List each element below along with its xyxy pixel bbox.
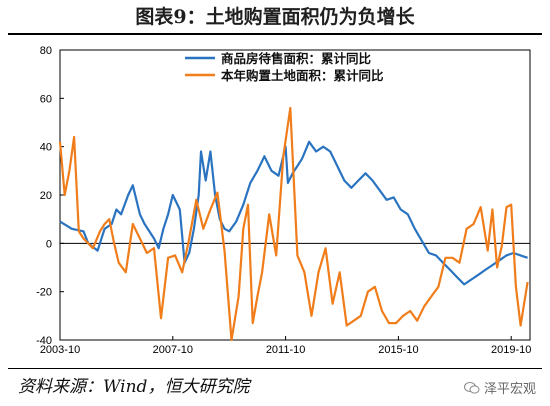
title-divider <box>8 33 542 35</box>
y-tick-label: 20 <box>40 190 52 202</box>
y-tick-label: -40 <box>36 335 52 347</box>
y-tick-label: 80 <box>40 45 52 57</box>
x-tick-label: 2007-10 <box>153 344 193 356</box>
source-note: 资料来源：Wind，恒大研究院 <box>18 377 250 397</box>
x-tick-label: 2019-10 <box>491 344 531 356</box>
series-line-2 <box>58 106 529 342</box>
y-tick-label: 60 <box>40 93 52 105</box>
footer-divider <box>8 368 542 369</box>
legend-label-2: 本年购置土地面积：累计同比 <box>221 68 384 83</box>
wechat-icon <box>463 381 480 394</box>
x-tick-label: 2011-10 <box>266 344 306 356</box>
y-tick-label: 40 <box>40 142 52 154</box>
x-tick-label: 2015-10 <box>378 344 418 356</box>
watermark: 泽平宏观 <box>463 378 536 397</box>
chart-lines <box>58 106 529 342</box>
chart-title: 图表9：土地购置面积仍为负增长 <box>135 6 415 28</box>
x-tick-label: 2003-10 <box>40 344 80 356</box>
legend-label-1: 商品房待售面积：累计同比 <box>221 51 372 66</box>
watermark-text: 泽平宏观 <box>483 382 536 397</box>
y-tick-label: -20 <box>36 287 52 299</box>
y-tick-label: 0 <box>46 238 52 250</box>
